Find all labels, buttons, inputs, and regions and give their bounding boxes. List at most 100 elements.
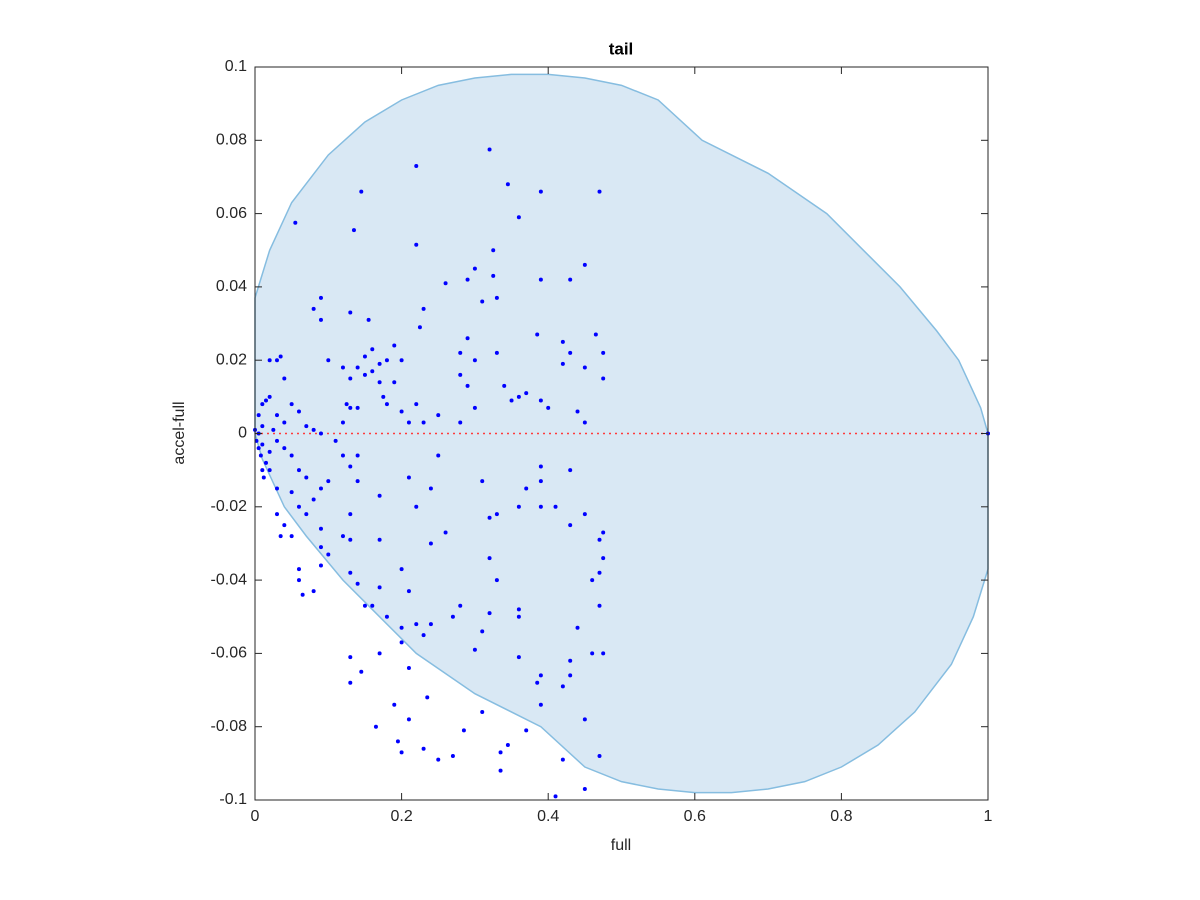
- scatter-point: [263, 398, 268, 403]
- scatter-point: [568, 658, 573, 663]
- scatter-point: [348, 405, 353, 410]
- scatter-point: [538, 189, 543, 194]
- scatter-point: [278, 354, 283, 359]
- scatter-point: [450, 754, 455, 759]
- scatter-point: [524, 391, 529, 396]
- scatter-point: [516, 614, 521, 619]
- scatter-point: [538, 398, 543, 403]
- scatter-point: [289, 534, 294, 539]
- scatter-point: [304, 475, 309, 480]
- scatter-point: [384, 402, 389, 407]
- scatter-point: [348, 512, 353, 517]
- scatter-point: [524, 728, 529, 733]
- scatter-point: [406, 420, 411, 425]
- scatter-point: [395, 739, 400, 744]
- scatter-point: [590, 578, 595, 583]
- scatter-point: [370, 369, 375, 374]
- scatter-point: [582, 717, 587, 722]
- scatter-point: [318, 545, 323, 550]
- scatter-point: [392, 380, 397, 385]
- scatter-point: [590, 651, 595, 656]
- scatter-point: [399, 567, 404, 572]
- scatter-point: [472, 405, 477, 410]
- scatter-point: [417, 325, 422, 330]
- scatter-point: [465, 336, 470, 341]
- scatter-point: [282, 376, 287, 381]
- scatter-point: [472, 647, 477, 652]
- scatter-point: [348, 655, 353, 660]
- scatter-point: [370, 347, 375, 352]
- scatter-point: [318, 563, 323, 568]
- scatter-point: [267, 449, 272, 454]
- y-tick-label: 0.1: [225, 58, 247, 75]
- chart-title: tail: [609, 39, 634, 58]
- scatter-point: [491, 273, 496, 278]
- scatter-point: [516, 607, 521, 612]
- y-tick-label: 0.02: [216, 351, 247, 368]
- x-tick-label: 0: [251, 808, 260, 825]
- scatter-point: [340, 453, 345, 458]
- scatter-point: [263, 460, 268, 465]
- scatter-point: [399, 358, 404, 363]
- scatter-point: [377, 651, 382, 656]
- scatter-point: [318, 486, 323, 491]
- scatter-point: [318, 431, 323, 436]
- scatter-point: [359, 189, 364, 194]
- scatter-point: [597, 603, 602, 608]
- scatter-point: [480, 479, 485, 484]
- scatter-point: [505, 743, 510, 748]
- scatter-point: [443, 530, 448, 535]
- scatter-point: [326, 479, 331, 484]
- scatter-point: [348, 570, 353, 575]
- scatter-point: [465, 277, 470, 282]
- x-tick-label: 0.6: [684, 808, 706, 825]
- scatter-point: [326, 552, 331, 557]
- scatter-point: [355, 581, 360, 586]
- scatter-point: [450, 614, 455, 619]
- scatter-point: [274, 413, 279, 418]
- scatter-point: [425, 695, 430, 700]
- scatter-point: [568, 277, 573, 282]
- scatter-point: [502, 383, 507, 388]
- scatter-point: [538, 464, 543, 469]
- scatter-point: [366, 317, 371, 322]
- scatter-point: [461, 728, 466, 733]
- scatter-point: [392, 343, 397, 348]
- scatter-point: [568, 673, 573, 678]
- x-tick-label: 0.8: [830, 808, 852, 825]
- scatter-point: [258, 453, 263, 458]
- scatter-point: [344, 402, 349, 407]
- scatter-point: [516, 215, 521, 220]
- scatter-point: [480, 299, 485, 304]
- scatter-point: [582, 420, 587, 425]
- scatter-point: [318, 295, 323, 300]
- scatter-point: [568, 468, 573, 473]
- scatter-point: [575, 625, 580, 630]
- scatter-point: [326, 358, 331, 363]
- x-tick-label: 1: [984, 808, 993, 825]
- scatter-point: [278, 534, 283, 539]
- scatter-point: [362, 603, 367, 608]
- scatter-point: [260, 424, 265, 429]
- scatter-point: [318, 526, 323, 531]
- scatter-point: [311, 497, 316, 502]
- scatter-point: [406, 475, 411, 480]
- scatter-point: [597, 570, 602, 575]
- scatter-point: [538, 673, 543, 678]
- scatter-point: [582, 262, 587, 267]
- scatter-point: [355, 365, 360, 370]
- y-tick-label: 0.06: [216, 205, 247, 222]
- scatter-point: [348, 464, 353, 469]
- scatter-point: [384, 358, 389, 363]
- scatter-point: [524, 486, 529, 491]
- scatter-point: [601, 376, 606, 381]
- scatter-point: [538, 702, 543, 707]
- scatter-point: [370, 603, 375, 608]
- scatter-point: [267, 358, 272, 363]
- y-tick-label: 0.04: [216, 278, 247, 295]
- scatter-point: [487, 556, 492, 561]
- scatter-point: [260, 468, 265, 473]
- scatter-point: [601, 651, 606, 656]
- scatter-point: [480, 629, 485, 634]
